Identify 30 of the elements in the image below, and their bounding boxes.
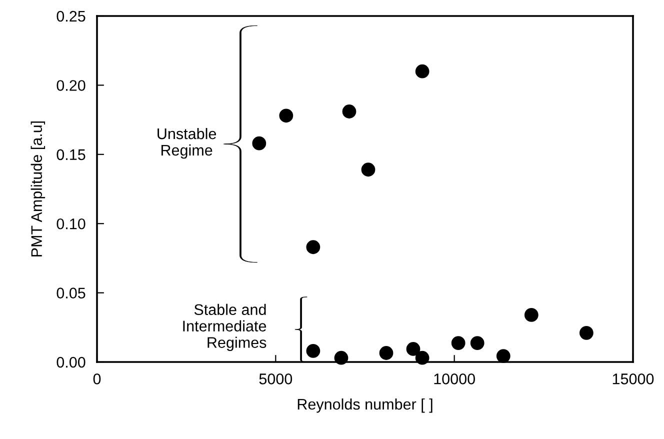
- y-tick-label: 0.05: [56, 288, 86, 298]
- y-tick-label: 0.10: [56, 218, 86, 230]
- point: [415, 64, 430, 78]
- y-tick-label: 0.25: [56, 10, 86, 22]
- point: [361, 162, 376, 177]
- annotation: Unstable Regime: [158, 128, 216, 159]
- x-tick-label: 5000: [259, 374, 292, 384]
- point: [579, 326, 594, 340]
- point: [252, 136, 266, 150]
- point: [306, 240, 320, 254]
- point: [406, 342, 420, 356]
- x-tick-label: 10000: [434, 374, 475, 384]
- point: [279, 108, 294, 123]
- point: [415, 350, 430, 365]
- y-tick-label: 0.15: [56, 149, 86, 160]
- point: [379, 346, 394, 360]
- y-tick-label: 0.00: [56, 356, 86, 368]
- point: [451, 336, 466, 350]
- point: [306, 344, 320, 358]
- point: [496, 349, 510, 363]
- point: [342, 104, 356, 118]
- x-axis-title: Reynolds number [ ]: [298, 398, 432, 413]
- point: [470, 336, 484, 350]
- annotation: Stable and Intermediate Regimes: [183, 304, 266, 351]
- y-axis-title: PMT Amplitude [a.u]: [30, 121, 46, 256]
- x-tick-label: 15000: [612, 374, 654, 384]
- x-tick-label: 0: [93, 374, 101, 384]
- point: [524, 308, 538, 322]
- point: [334, 350, 348, 365]
- y-tick-label: 0.20: [56, 80, 86, 91]
